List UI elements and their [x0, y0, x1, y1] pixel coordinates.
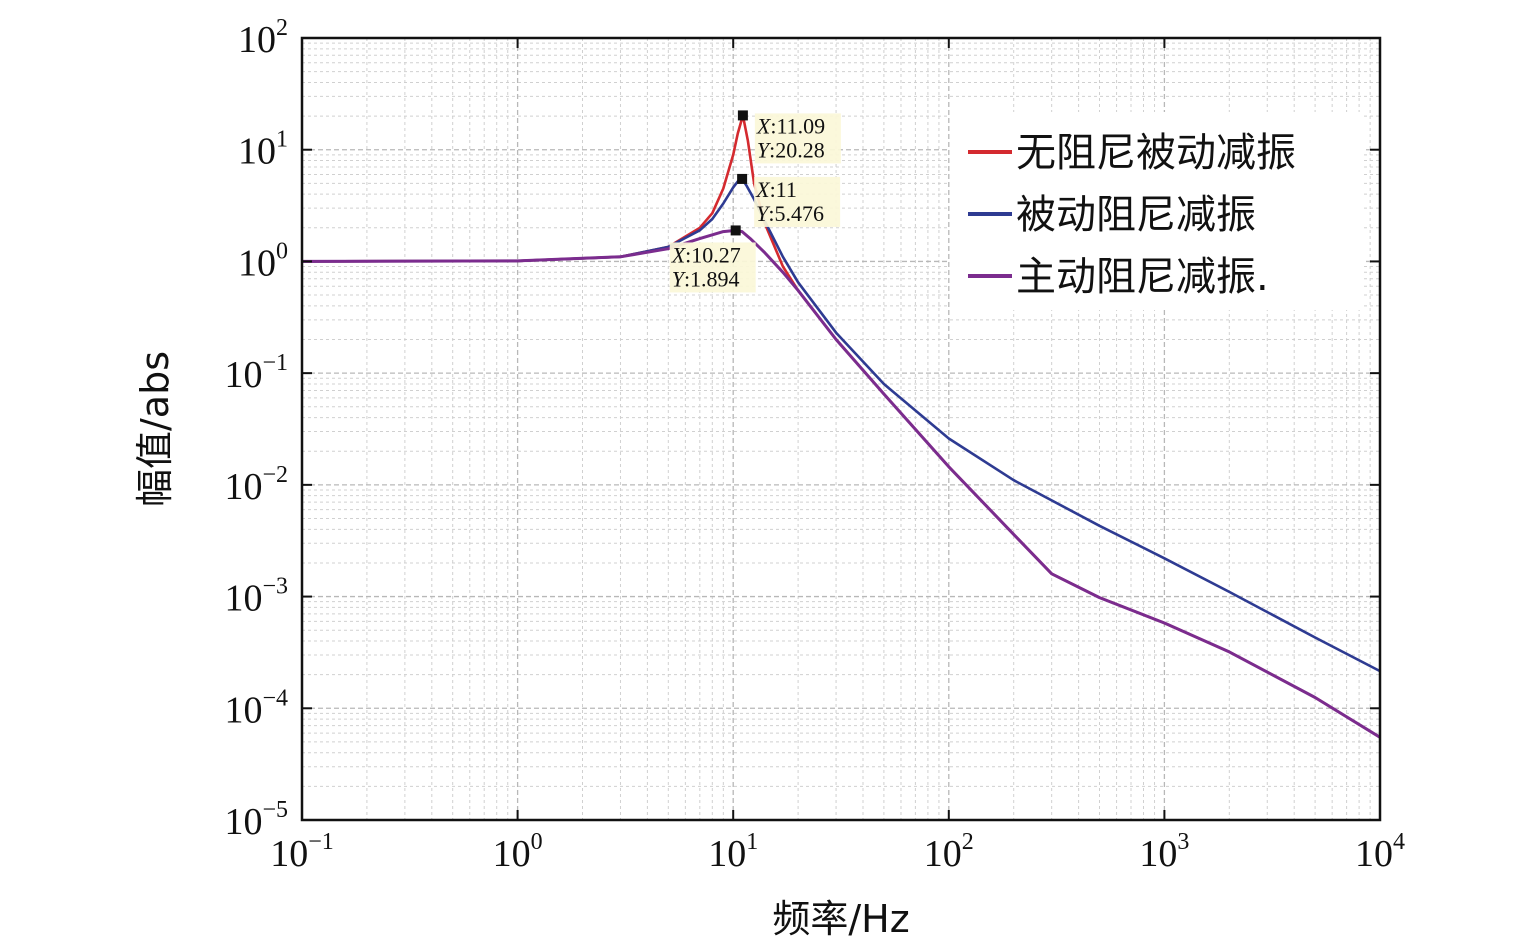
data-tip-y-text: Y:20.28 — [757, 137, 825, 162]
data-tip-x-text: X:11.09 — [756, 113, 825, 138]
data-tip-marker — [730, 225, 741, 236]
x-tick-label: 100 — [493, 829, 543, 875]
y-tick-label: 102 — [238, 15, 288, 61]
data-tip: X:11Y:5.476 — [737, 173, 841, 227]
x-tick-label: 102 — [924, 829, 974, 875]
x-tick-label: 104 — [1355, 829, 1405, 875]
data-tip-y-text: Y:5.476 — [756, 201, 824, 226]
y-tick-label: 101 — [238, 127, 288, 173]
y-tick-label: 10−1 — [224, 350, 288, 396]
data-tip-marker — [737, 110, 748, 121]
data-tip-x-text: X:10.27 — [671, 242, 741, 267]
data-tip-y-text: Y:1.894 — [672, 266, 740, 291]
y-tick-label: 10−5 — [224, 797, 288, 843]
data-tip: X:11.09Y:20.28 — [737, 110, 841, 164]
y-tick-label: 10−2 — [224, 462, 288, 508]
data-tip-box — [754, 176, 841, 227]
x-axis-label: 频率/Hz — [772, 897, 909, 941]
data-tip: X:10.27Y:1.894 — [669, 225, 756, 293]
axis-ticks: 10−1 100 101 102 103 104 102 101 100 10−1 10−2 10−3… — [224, 15, 1405, 875]
data-tip-box — [669, 242, 756, 293]
data-tip-box — [754, 113, 841, 164]
plot-frame — [300, 36, 1382, 822]
legend-label: 无阻尼被动减振 — [1016, 130, 1296, 176]
x-tick-label: 10−1 — [270, 829, 334, 875]
x-tick-label: 101 — [708, 829, 758, 875]
y-tick-label: 10−3 — [224, 574, 288, 620]
legend-label: 主动阻尼减振. — [1016, 254, 1269, 300]
legend-label: 被动阻尼减振 — [1016, 192, 1256, 238]
y-tick-label: 10−4 — [224, 685, 288, 731]
data-tip-marker — [737, 173, 748, 184]
y-axis-label: 幅值/abs — [133, 351, 177, 507]
data-tip-x-text: X:11 — [755, 177, 797, 202]
y-tick-label: 100 — [238, 238, 288, 284]
legend-box — [950, 112, 1364, 310]
x-tick-label: 103 — [1139, 829, 1189, 875]
